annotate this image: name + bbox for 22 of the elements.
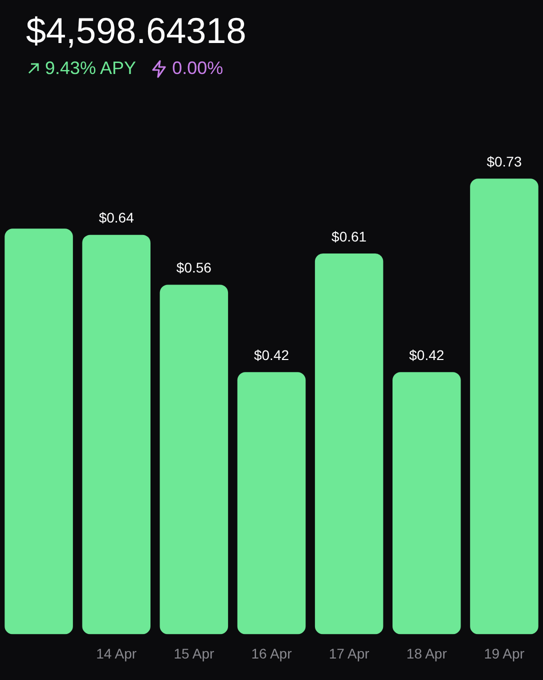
data-label: $0.73 <box>486 154 522 170</box>
bar <box>160 284 228 634</box>
data-label: $0.61 <box>332 228 367 244</box>
bar <box>392 372 461 634</box>
bar <box>470 178 538 634</box>
x-tick-label: 17 Apr <box>328 645 370 662</box>
x-tick-label: 16 Apr <box>251 645 292 662</box>
data-label: $0.64 <box>98 210 134 226</box>
text: 0.00% <box>172 58 224 79</box>
x-tick-label: 18 Apr <box>406 645 448 662</box>
data-label: $0.42 <box>409 346 444 363</box>
data-label: $0.56 <box>176 260 212 276</box>
x-tick-label: 15 Apr <box>174 645 214 662</box>
x-tick-label: 14 Apr <box>96 645 137 662</box>
bar <box>237 372 306 634</box>
text: 9.43% APY <box>45 58 136 79</box>
bar <box>314 254 384 634</box>
bar <box>4 228 73 634</box>
data-label: $0.42 <box>254 346 290 363</box>
x-tick-label: 19 Apr <box>484 645 525 662</box>
chart-title: $4,598.64318 <box>26 10 246 52</box>
bar <box>82 234 150 634</box>
